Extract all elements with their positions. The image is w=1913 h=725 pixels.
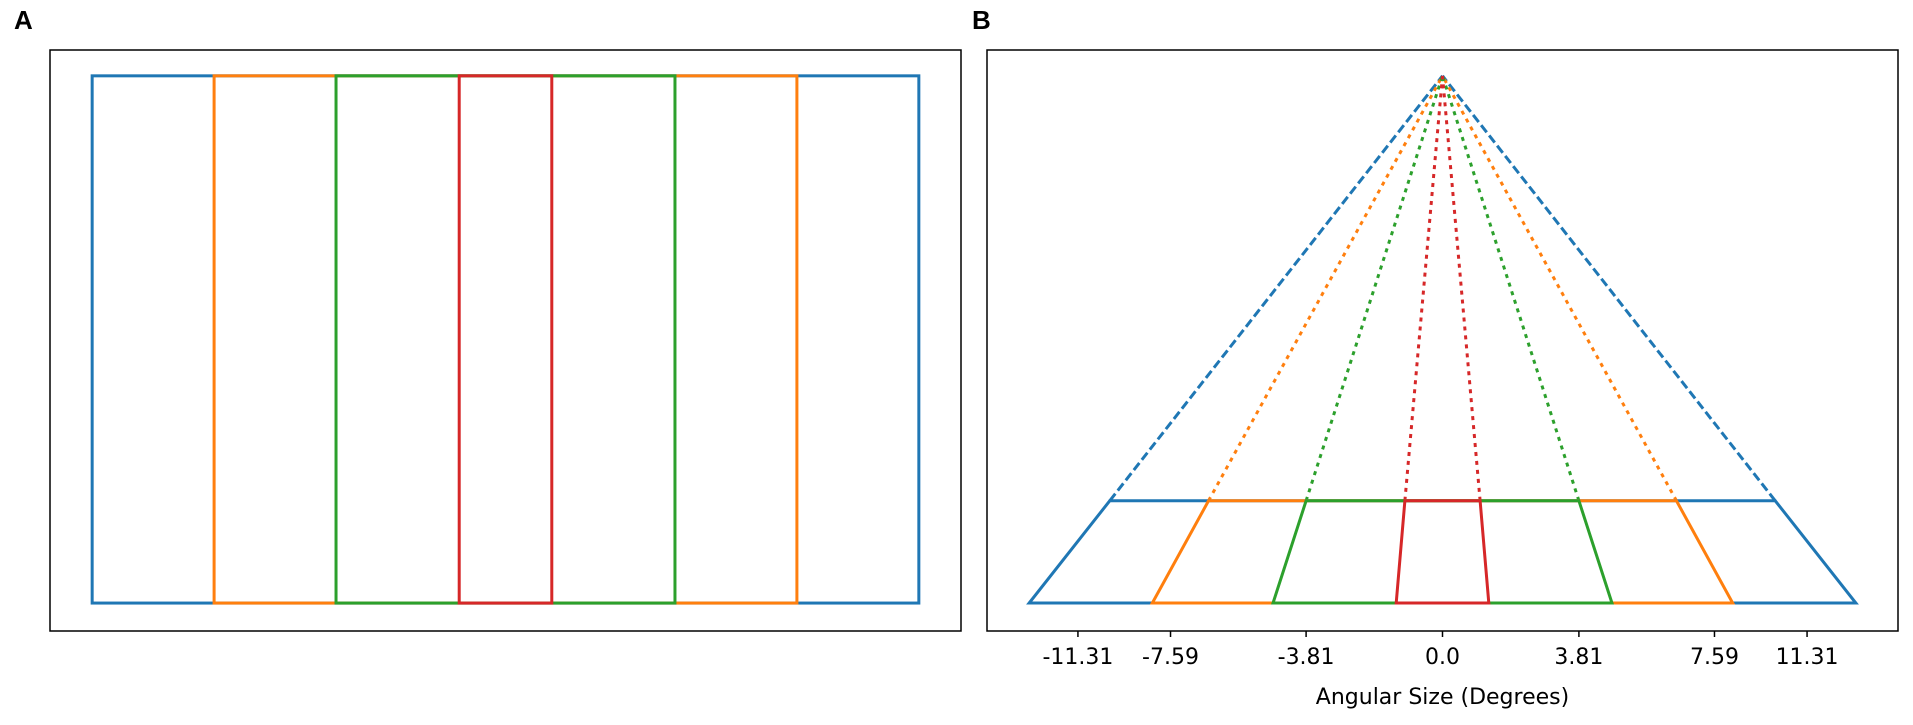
x-tick-label: -3.81 <box>1278 645 1335 670</box>
x-tick-label: 0.0 <box>1425 645 1460 670</box>
rectangle <box>457 74 554 605</box>
x-tick-label: 3.81 <box>1554 645 1603 670</box>
plot-frame <box>49 49 962 632</box>
projection-line <box>1108 74 1444 502</box>
x-tick-label: 7.59 <box>1690 645 1739 670</box>
trapezoid <box>1270 499 1615 605</box>
projection-line <box>1441 75 1581 502</box>
x-tick-label: -11.31 <box>1042 645 1113 670</box>
trapezoid <box>1394 499 1491 605</box>
projection-line <box>1304 75 1444 502</box>
x-tick-label: 11.31 <box>1776 645 1839 670</box>
panel-label: B <box>972 5 991 35</box>
panel-label: A <box>14 5 33 35</box>
plot-frame <box>986 49 1899 632</box>
projection-line <box>1441 74 1777 502</box>
x-tick-label: -7.59 <box>1142 645 1199 670</box>
x-axis-label: Angular Size (Degrees) <box>1316 685 1569 710</box>
